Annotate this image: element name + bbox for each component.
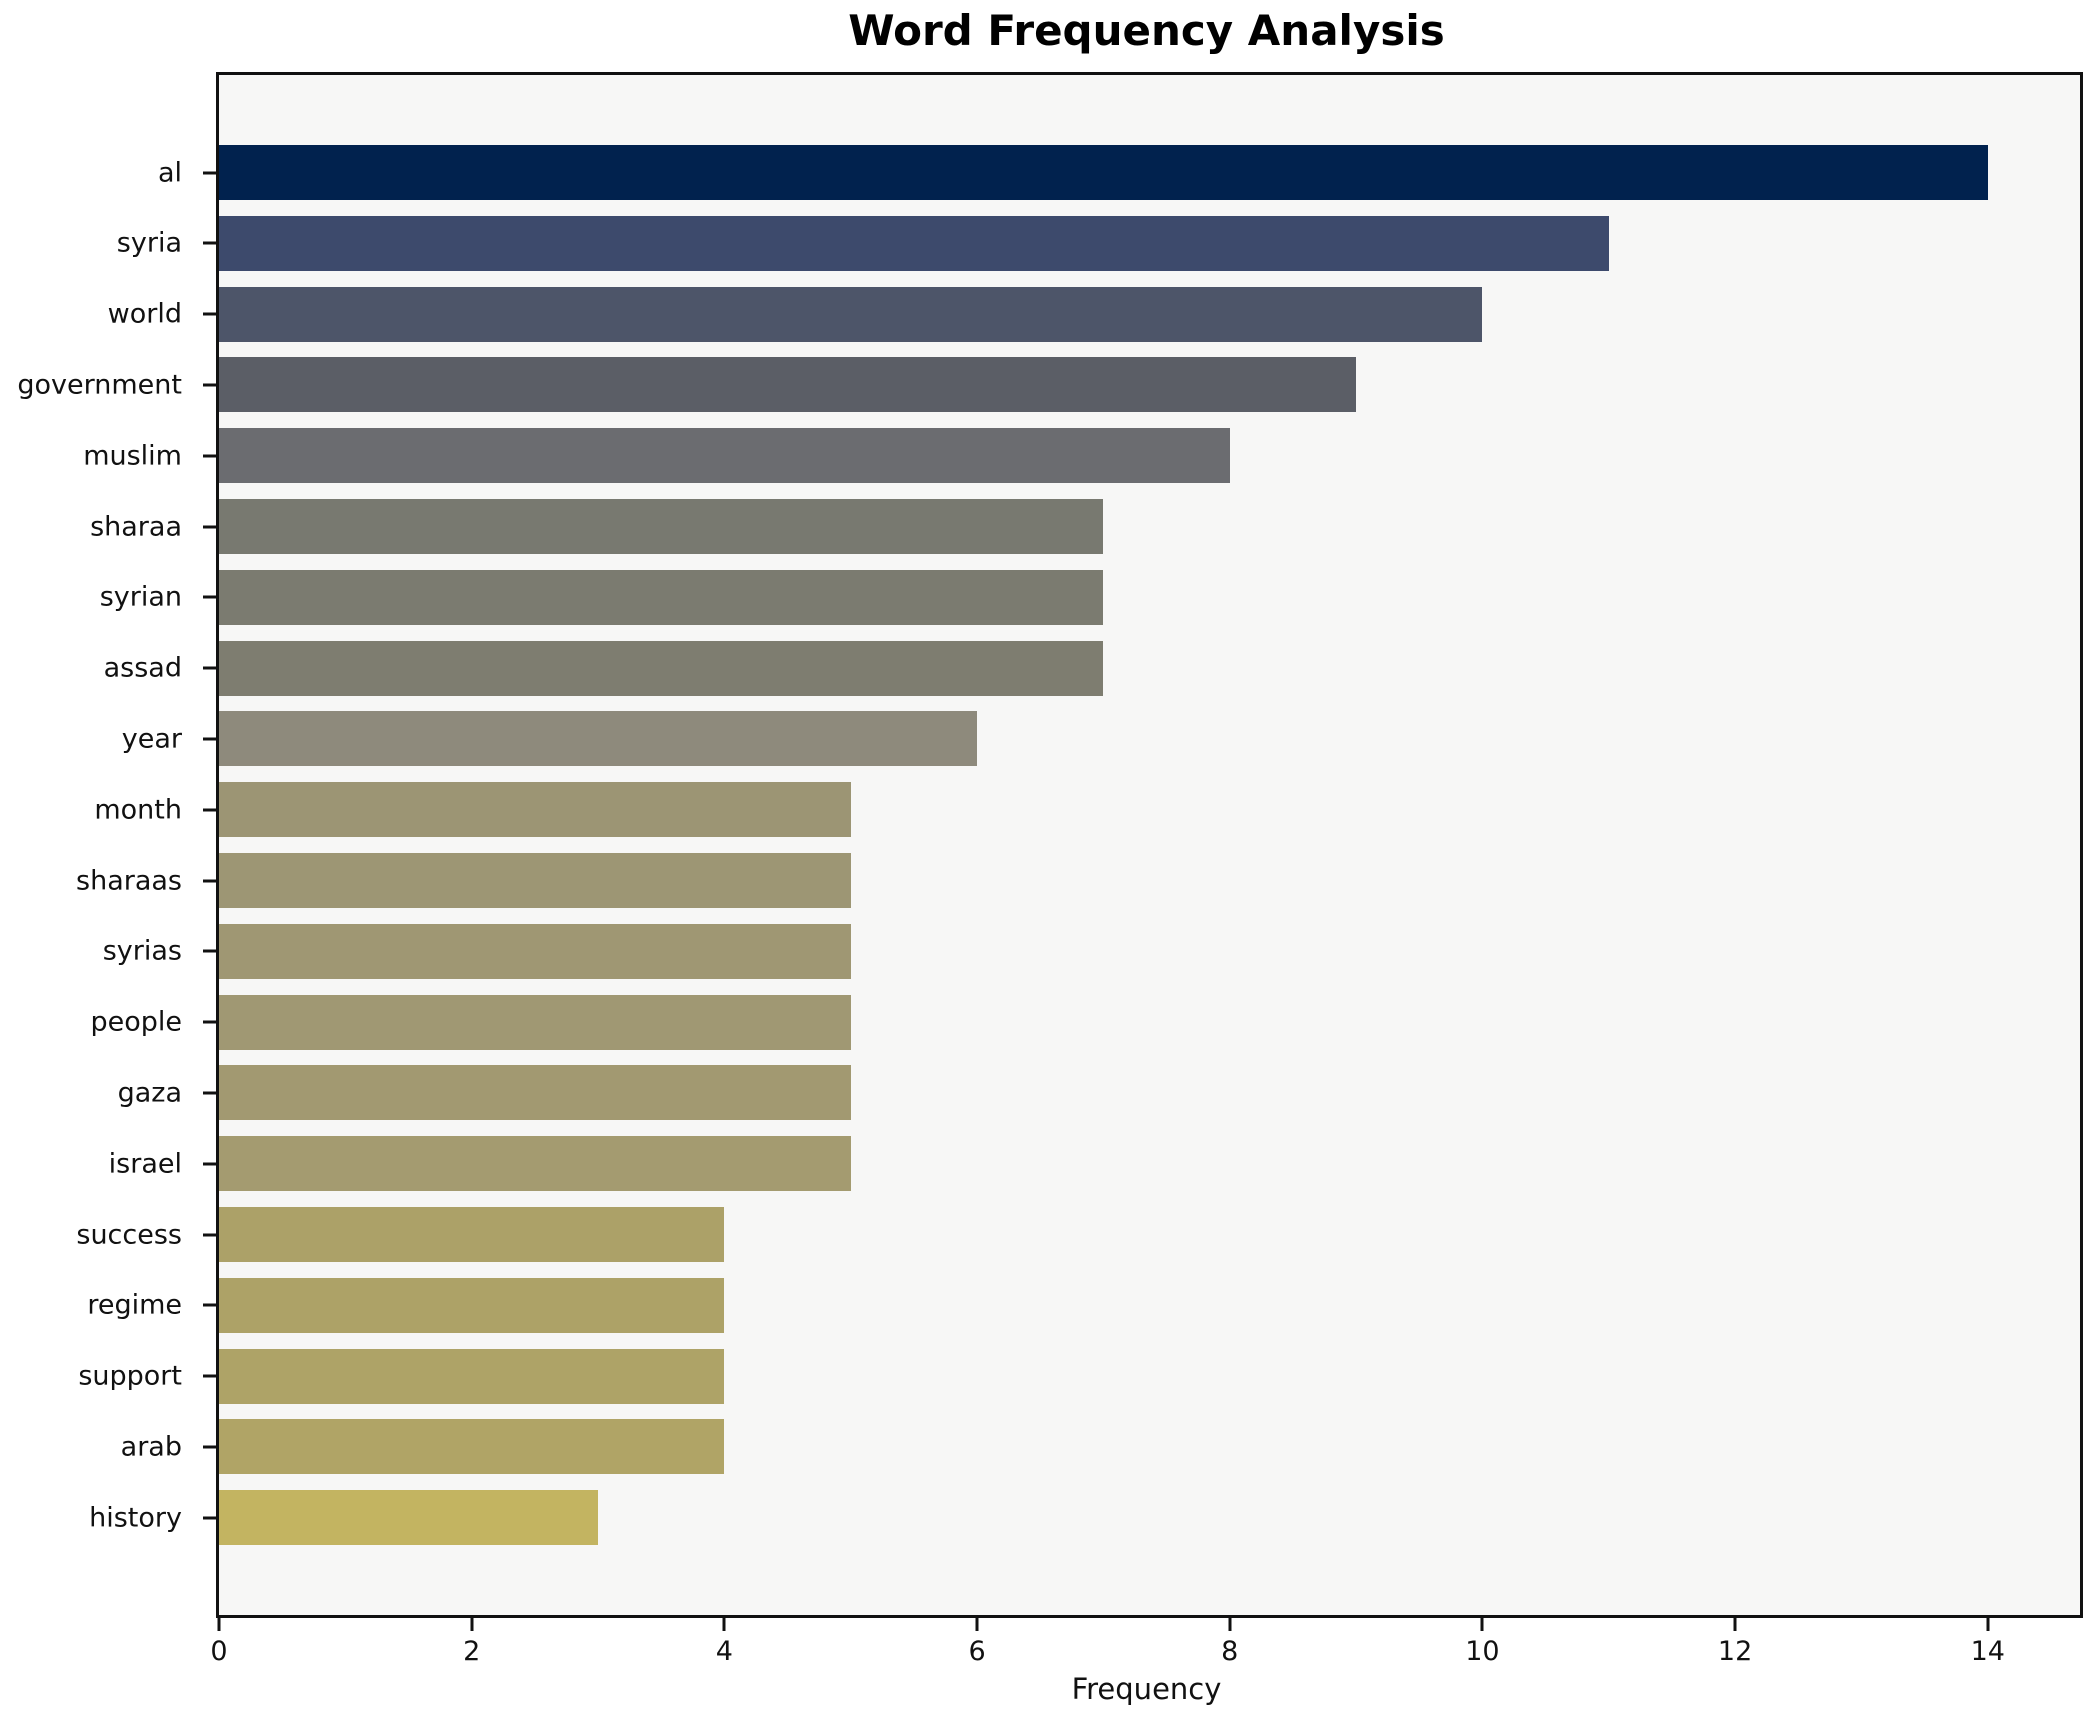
x-tick-mark xyxy=(1480,1618,1484,1631)
y-tick-mark xyxy=(203,1303,216,1307)
chart-title: Word Frequency Analysis xyxy=(848,6,1445,55)
y-tick-mark xyxy=(203,808,216,812)
y-axis: al syria world government muslim sharaa syrian… xyxy=(0,75,216,1615)
bar-arab xyxy=(219,1419,725,1475)
x-tick-mark xyxy=(1986,1618,1990,1631)
bar-syria xyxy=(219,215,1609,271)
y-tick-mark xyxy=(203,1020,216,1024)
bar-history xyxy=(219,1490,599,1546)
x-tick-mark xyxy=(722,1618,726,1631)
y-tick-label-success: success xyxy=(76,1219,182,1250)
y-tick-label-israel: israel xyxy=(108,1148,182,1180)
y-tick-mark xyxy=(203,949,216,953)
x-tick-label-6: 6 xyxy=(968,1636,986,1667)
x-tick-mark xyxy=(1733,1618,1737,1631)
x-tick-label-14: 14 xyxy=(1970,1636,2005,1667)
y-tick-label-syrias: syrias xyxy=(102,935,182,967)
y-tick-label-gaza: gaza xyxy=(117,1077,182,1109)
y-tick-mark xyxy=(203,595,216,599)
bar-government xyxy=(219,357,1357,413)
y-tick-label-syrian: syrian xyxy=(99,581,182,613)
y-tick-label-regime: regime xyxy=(87,1289,182,1321)
bar-sharaas xyxy=(219,853,851,908)
bar-muslim xyxy=(219,428,1230,484)
y-tick-mark xyxy=(203,737,216,741)
x-axis-label: Frequency xyxy=(1071,1672,1222,1706)
y-tick-label-month: month xyxy=(94,794,182,826)
x-tick-label-8: 8 xyxy=(1221,1636,1239,1667)
bar-al xyxy=(219,145,1988,200)
bar-year xyxy=(219,711,978,767)
y-tick-label-sharaa: sharaa xyxy=(90,511,182,542)
y-tick-label-assad: assad xyxy=(103,652,182,684)
y-tick-label-support: support xyxy=(78,1360,182,1392)
y-tick-label-world: world xyxy=(107,298,182,330)
x-tick-mark xyxy=(1228,1618,1232,1631)
x-tick-label-4: 4 xyxy=(715,1636,733,1667)
y-tick-label-government: government xyxy=(17,369,182,401)
y-tick-mark xyxy=(203,383,216,387)
y-tick-mark xyxy=(203,241,216,245)
x-tick-label-10: 10 xyxy=(1465,1636,1500,1667)
y-tick-label-people: people xyxy=(90,1006,182,1038)
x-tick-mark xyxy=(470,1618,474,1631)
bar-support xyxy=(219,1348,725,1404)
y-tick-mark xyxy=(203,1445,216,1449)
y-tick-mark xyxy=(203,1516,216,1520)
bar-month xyxy=(219,782,851,838)
x-tick-label-2: 2 xyxy=(463,1636,481,1667)
bar-regime xyxy=(219,1277,725,1333)
bar-people xyxy=(219,994,851,1050)
y-tick-mark xyxy=(203,525,216,528)
x-axis: 0 2 4 6 8 10 12 14 xyxy=(210,1618,2080,1678)
y-tick-mark xyxy=(203,1091,216,1095)
y-tick-label-arab: arab xyxy=(120,1431,182,1463)
y-tick-mark xyxy=(203,312,216,316)
bar-success xyxy=(219,1207,725,1262)
plot-area xyxy=(216,72,2083,1618)
x-tick-mark xyxy=(975,1618,979,1631)
bar-sharaa xyxy=(219,499,1104,554)
y-tick-label-history: history xyxy=(89,1502,182,1534)
x-tick-label-0: 0 xyxy=(210,1636,228,1667)
x-tick-label-12: 12 xyxy=(1717,1636,1753,1667)
y-tick-mark xyxy=(203,1374,216,1378)
y-tick-mark xyxy=(203,1233,216,1236)
bar-israel xyxy=(219,1136,851,1192)
y-tick-label-muslim: muslim xyxy=(83,440,182,472)
y-tick-label-syria: syria xyxy=(116,227,182,259)
bar-syrias xyxy=(219,923,851,979)
y-tick-mark xyxy=(203,879,216,882)
bar-world xyxy=(219,286,1483,342)
y-tick-mark xyxy=(203,454,216,458)
y-tick-label-year: year xyxy=(121,723,182,755)
x-tick-mark xyxy=(217,1618,221,1631)
bar-assad xyxy=(219,640,1104,696)
y-tick-mark xyxy=(203,171,216,174)
y-tick-label-sharaas: sharaas xyxy=(76,865,182,896)
y-tick-mark xyxy=(203,666,216,670)
y-tick-label-al: al xyxy=(157,157,182,188)
y-tick-mark xyxy=(203,1162,216,1166)
bar-syrian xyxy=(219,569,1104,625)
bar-gaza xyxy=(219,1065,851,1121)
